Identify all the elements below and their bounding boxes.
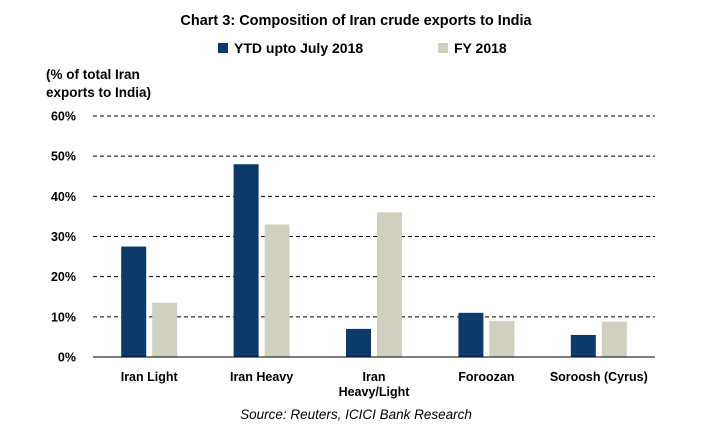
gridlines bbox=[93, 115, 655, 318]
y-tick-label: 40% bbox=[51, 190, 76, 204]
bar-fy bbox=[264, 224, 290, 357]
y-tick-label: 30% bbox=[51, 230, 76, 244]
y-axis-ticks: 0% 10% 20% 30% 40% 50% 60% bbox=[51, 110, 76, 365]
bar-fy bbox=[377, 212, 402, 357]
category-label: Iran Heavy bbox=[230, 370, 293, 384]
bar-fy bbox=[152, 302, 178, 357]
category-label: Iran Light bbox=[121, 370, 179, 384]
chart-title: Chart 3: Composition of Iran crude expor… bbox=[180, 13, 532, 29]
category-label: Foroozan bbox=[458, 370, 514, 384]
legend-swatch-ytd bbox=[218, 43, 228, 53]
bar-ytd bbox=[121, 246, 147, 357]
category-label: Heavy/Light bbox=[339, 385, 411, 399]
category-label: Soroosh (Cyrus) bbox=[550, 370, 648, 384]
y-axis-label-line-2: exports to India) bbox=[46, 85, 151, 100]
y-tick-label: 50% bbox=[51, 150, 76, 164]
y-axis-label-line-1: (% of total Iran bbox=[46, 67, 140, 82]
legend-label-fy: FY 2018 bbox=[454, 40, 507, 56]
bar-fy bbox=[601, 321, 627, 357]
legend: YTD upto July 2018 FY 2018 bbox=[218, 40, 507, 56]
bar-ytd bbox=[346, 328, 371, 357]
bar-ytd bbox=[458, 312, 484, 357]
bar-fy bbox=[489, 320, 515, 357]
bar-ytd bbox=[570, 334, 596, 357]
legend-swatch-fy bbox=[438, 43, 448, 53]
y-tick-label: 60% bbox=[51, 110, 76, 124]
source-note: Source: Reuters, ICICI Bank Research bbox=[240, 407, 472, 422]
y-tick-label: 10% bbox=[51, 310, 76, 324]
category-label: Iran bbox=[363, 370, 386, 384]
bars bbox=[121, 164, 627, 357]
y-tick-label: 0% bbox=[58, 351, 76, 365]
legend-label-ytd: YTD upto July 2018 bbox=[234, 40, 363, 56]
bar-ytd bbox=[233, 164, 259, 357]
y-tick-label: 20% bbox=[51, 270, 76, 284]
